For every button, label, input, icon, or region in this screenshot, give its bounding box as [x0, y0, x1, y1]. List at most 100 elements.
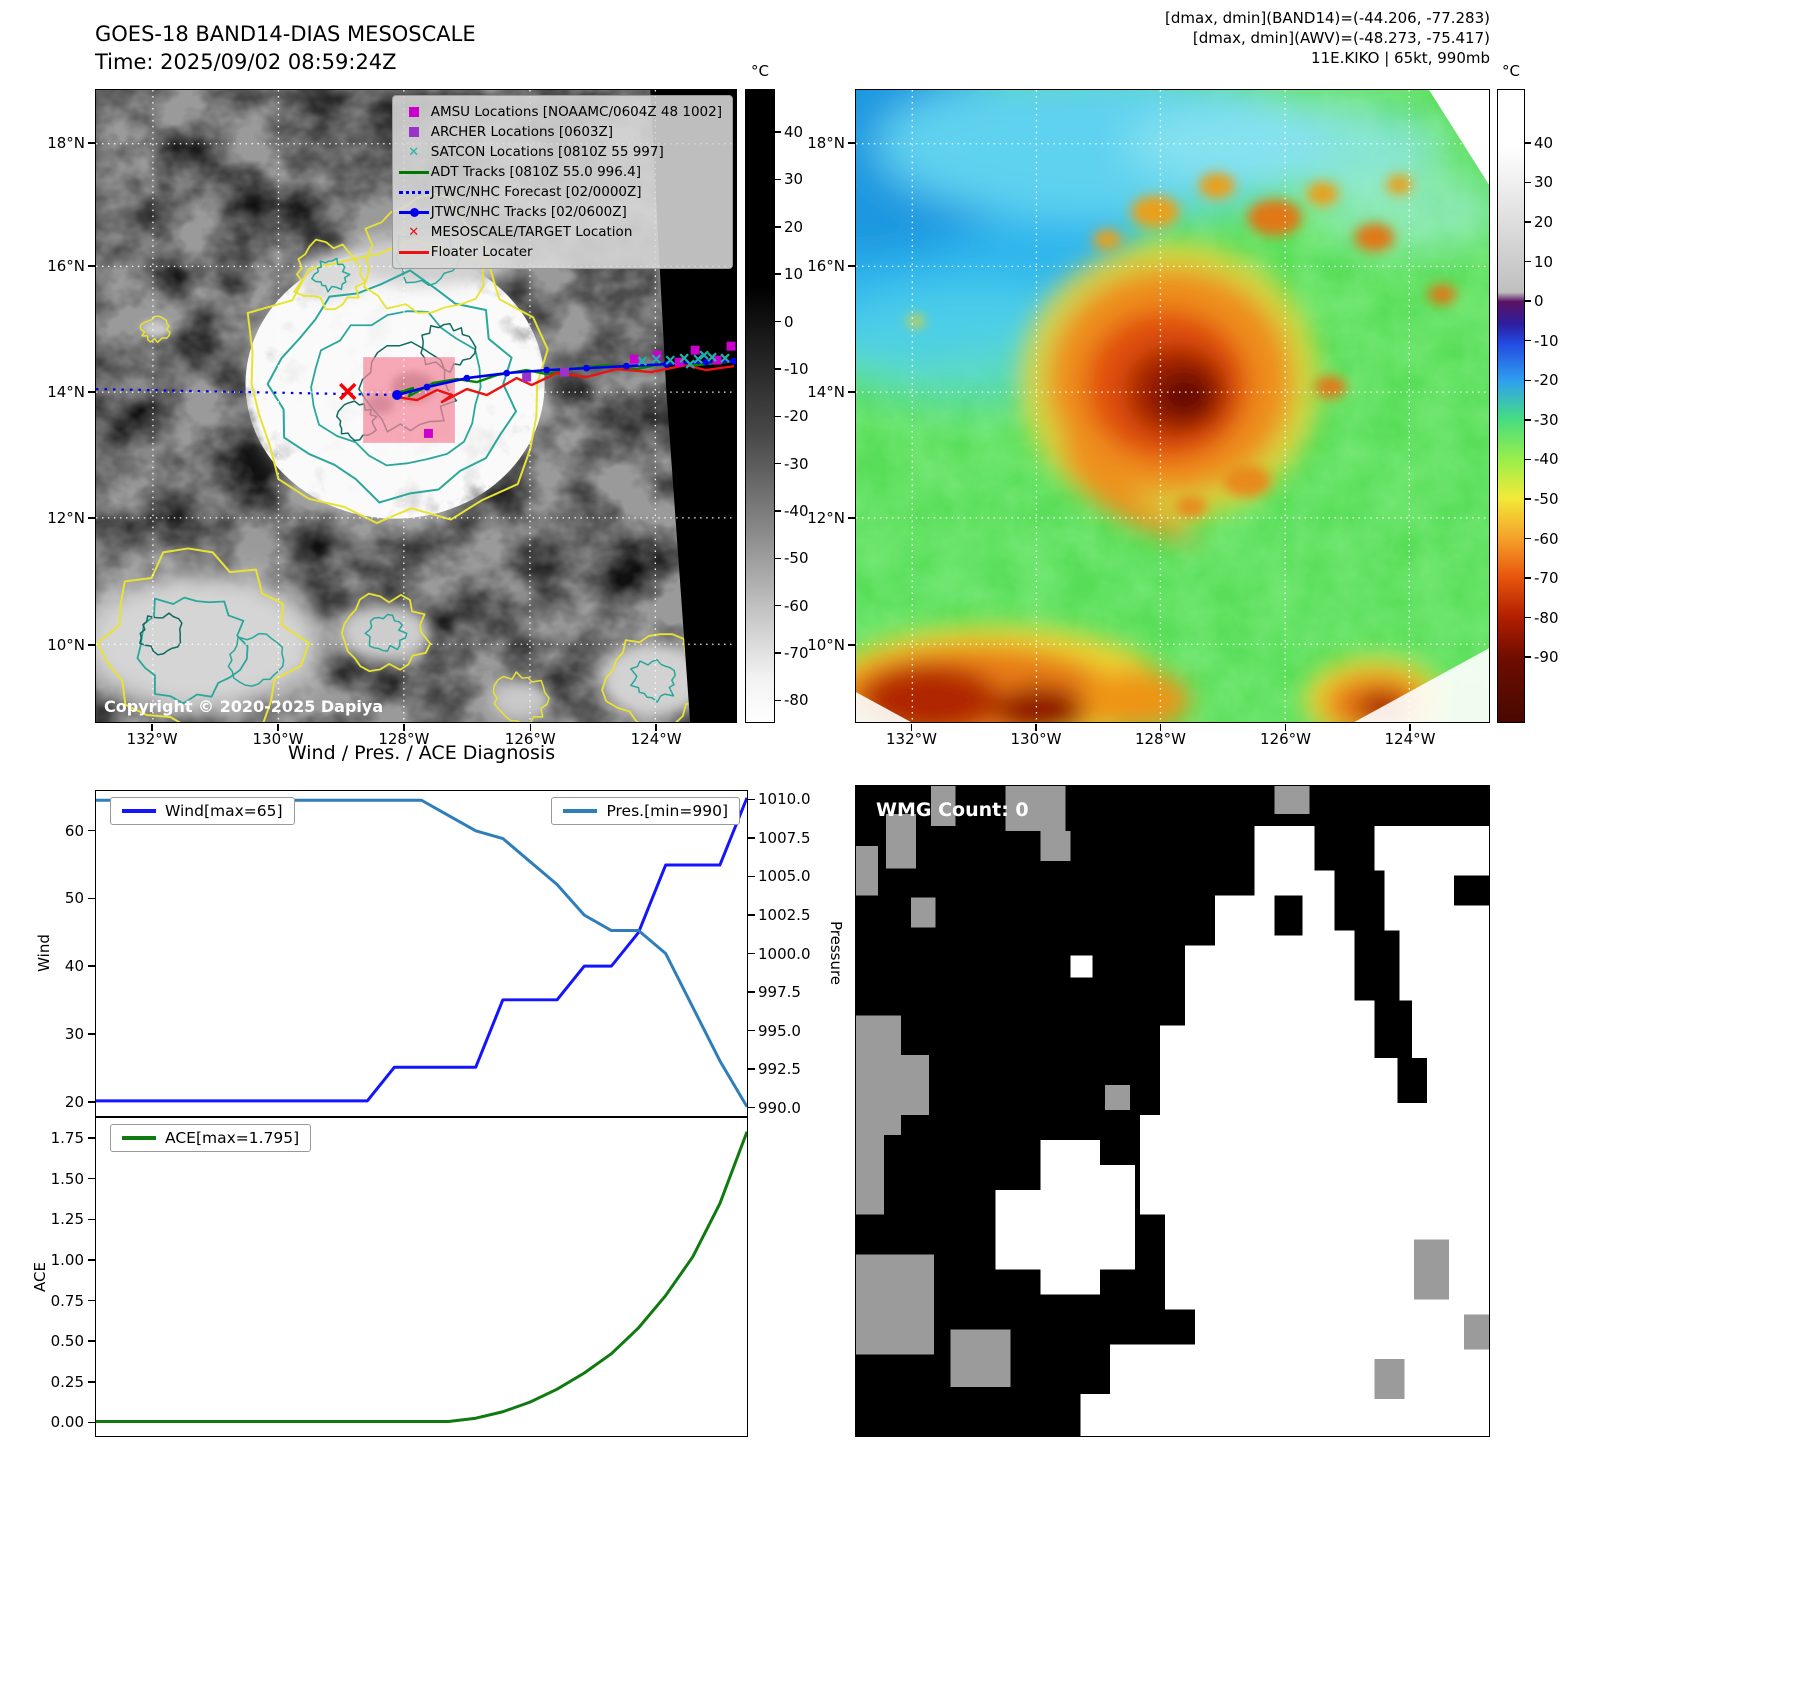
tick-label: 1007.5	[758, 828, 811, 847]
tick-mark	[1159, 724, 1162, 731]
tick-mark	[775, 368, 781, 370]
x-marker-icon: ✕	[408, 224, 420, 240]
tick-label: -30	[784, 454, 809, 473]
line-dot-marker-icon	[397, 207, 431, 217]
tick-label: -10	[1534, 331, 1559, 350]
tick-mark	[88, 1299, 95, 1302]
tick-mark	[775, 273, 781, 275]
legend-item: ARCHER Locations [0603Z]	[397, 123, 722, 141]
tick-mark	[403, 724, 405, 731]
tick-mark	[1525, 181, 1531, 184]
tick-label: 124°W	[630, 730, 682, 748]
legend-label: SATCON Locations [0810Z 55 997]	[430, 144, 664, 160]
legend-item: JTWC/NHC Tracks [02/0600Z]	[397, 203, 722, 221]
track-overlays	[96, 341, 736, 404]
tick-label: 992.5	[758, 1060, 801, 1079]
ace-legend: ACE[max=1.795]	[110, 1124, 312, 1152]
scan-edge-white-wedge	[856, 692, 911, 722]
tick-mark	[88, 391, 95, 393]
tick-label: 10	[784, 265, 804, 284]
tick-mark	[1525, 577, 1531, 579]
pressure-line-swatch	[563, 809, 598, 813]
tick-label: 14°N	[807, 383, 845, 402]
tick-mark	[88, 1381, 95, 1383]
tick-mark	[1525, 616, 1531, 619]
tick-label: -30	[1534, 410, 1559, 429]
tick-label: 16°N	[807, 256, 845, 275]
wind-axis-label: Wind	[35, 934, 53, 972]
wind-pressure-chart: Wind[max=65] Pres.[min=990]	[95, 790, 748, 1117]
tick-mark	[88, 142, 95, 144]
tick-mark	[748, 914, 755, 916]
tick-label: 124°W	[1384, 730, 1436, 748]
copyright-text: Copyright © 2020-2025 Dapiya	[104, 697, 384, 716]
tick-label: 0.75	[50, 1291, 84, 1310]
tick-label: 0	[784, 312, 794, 331]
diagnosis-title: Wind / Pres. / ACE Diagnosis	[287, 742, 556, 764]
right-map-header: [dmax, dmin](BAND14)=(-44.206, -77.283) …	[990, 8, 1490, 68]
tick-label: -80	[1534, 608, 1559, 627]
ace-line-swatch	[122, 1136, 156, 1140]
tick-mark	[88, 897, 95, 900]
data-series	[96, 798, 747, 1108]
tick-label: 995.0	[758, 1021, 801, 1040]
scan-edge-white-wedge	[1429, 90, 1489, 185]
storm-id-intensity: 11E.KIKO | 65kt, 990mb	[1311, 49, 1490, 67]
tick-label: -20	[1534, 371, 1559, 390]
tick-mark	[1525, 656, 1531, 658]
tick-mark	[748, 991, 755, 993]
tick-label: 18°N	[807, 133, 845, 152]
legend-label: Floater Locater	[430, 244, 533, 260]
legend-item: AMSU Locations [NOAAMC/0604Z 48 1002]	[397, 103, 722, 121]
awv-satellite-image	[856, 90, 1489, 722]
tick-mark	[88, 1177, 95, 1180]
tick-label: -50	[1534, 489, 1559, 508]
page-title: GOES-18 BAND14-DIAS MESOSCALE	[95, 22, 476, 46]
tick-mark	[848, 644, 855, 646]
pressure-legend-label: Pres.[min=990]	[606, 802, 728, 820]
tick-mark	[655, 724, 657, 731]
tick-mark	[1525, 300, 1531, 302]
tick-label: 997.5	[758, 983, 801, 1002]
amsu-square-marker	[423, 428, 433, 438]
tick-label: 60	[64, 821, 84, 840]
legend-item: ADT Tracks [0810Z 55.0 996.4]	[397, 163, 722, 181]
tick-mark	[748, 1106, 755, 1109]
tick-mark	[88, 1218, 95, 1221]
tick-mark	[1525, 142, 1531, 144]
tick-mark	[88, 265, 95, 267]
data-series	[96, 1131, 747, 1423]
tick-mark	[748, 1068, 755, 1070]
wind-line-swatch	[122, 809, 156, 813]
dmax-dmin-awv: [dmax, dmin](AWV)=(-48.273, -75.417)	[1192, 29, 1490, 47]
colorbar-unit-right: °C	[1502, 62, 1520, 80]
tick-mark	[848, 517, 855, 519]
scattered-convection	[907, 172, 1457, 518]
tick-mark	[88, 1137, 95, 1139]
tick-label: -80	[784, 691, 809, 710]
legend-item: ✕ SATCON Locations [0810Z 55 997]	[397, 143, 722, 161]
tick-label: 16°N	[47, 256, 85, 275]
tick-mark	[775, 462, 781, 465]
tick-mark	[748, 875, 755, 878]
tick-mark	[88, 644, 95, 646]
tick-label: 30	[1534, 173, 1554, 192]
square-marker-icon	[397, 127, 431, 137]
tick-mark	[1409, 724, 1411, 731]
tick-label: 990.0	[758, 1098, 801, 1117]
tick-mark	[1525, 458, 1531, 461]
tick-mark	[775, 131, 781, 133]
tick-label: 1005.0	[758, 867, 811, 886]
tick-mark	[1035, 724, 1037, 731]
tick-mark	[1525, 498, 1531, 500]
tick-mark	[775, 320, 781, 323]
tick-label: 30	[784, 170, 804, 189]
tick-mark	[775, 557, 781, 560]
tick-mark	[88, 1033, 95, 1035]
tick-mark	[775, 415, 781, 418]
tick-label: 132°W	[126, 730, 178, 748]
tick-label: 12°N	[807, 509, 845, 528]
tick-label: 1010.0	[758, 790, 811, 809]
image-time: Time: 2025/09/02 08:59:24Z	[95, 50, 397, 74]
storm-core	[1020, 241, 1320, 544]
